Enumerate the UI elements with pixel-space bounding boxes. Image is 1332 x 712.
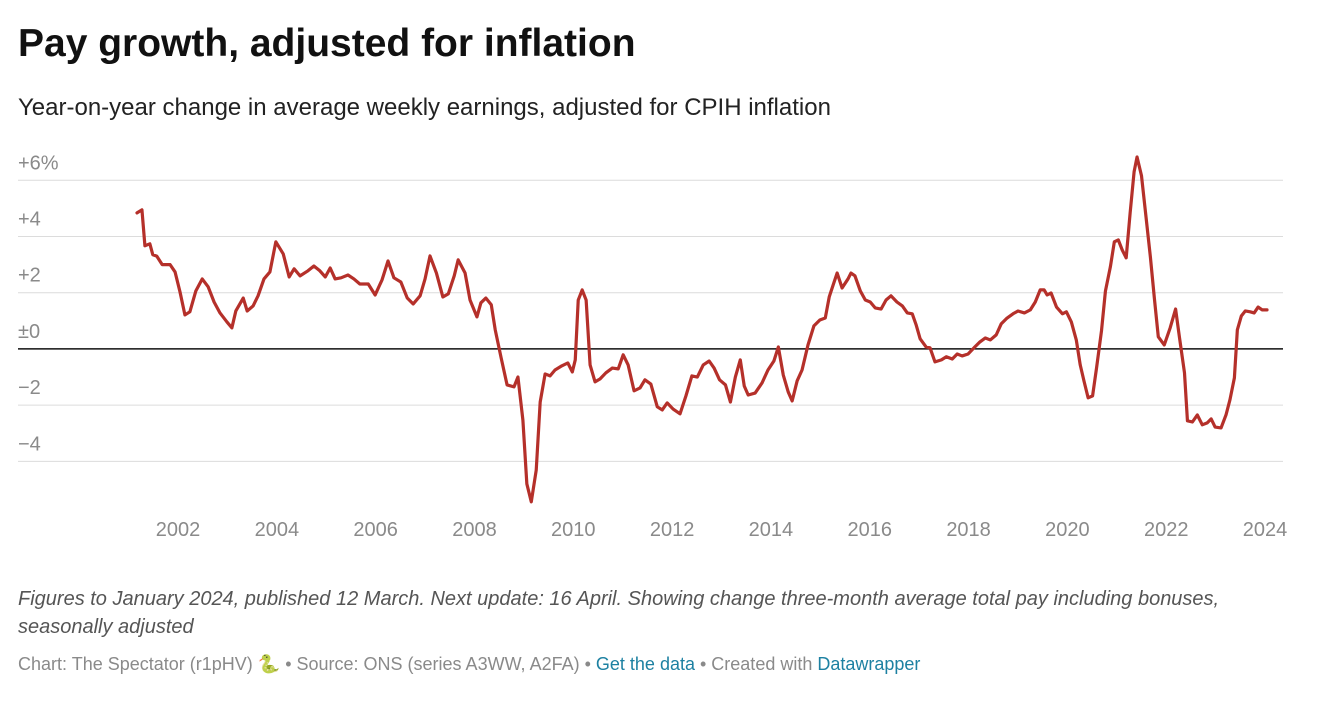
x-tick-label: 2008 (452, 519, 497, 541)
y-tick-label: +2 (18, 265, 41, 287)
x-tick-label: 2010 (551, 519, 596, 541)
y-tick-label: +6% (18, 152, 59, 174)
separator: • (699, 654, 707, 674)
y-tick-label: −2 (18, 377, 41, 399)
x-tick-label: 2020 (1045, 519, 1090, 541)
y-tick-label: +4 (18, 209, 41, 231)
y-tick-label: ±0 (18, 321, 40, 343)
x-tick-label: 2012 (650, 519, 695, 541)
x-tick-label: 2004 (255, 519, 300, 541)
chart: +6% +4 +2 ±0 −2 −4 2002 2004 2006 2008 2010 2012 201… (18, 152, 1288, 541)
chart-subtitle: Year-on-year change in average weekly ea… (18, 94, 831, 121)
datawrapper-link[interactable]: Datawrapper (817, 654, 921, 674)
chart-notes: Figures to January 2024, published 12 Ma… (18, 588, 1220, 638)
x-tick-label: 2024 (1243, 519, 1288, 541)
data-line (135, 155, 1269, 504)
chart-title: Pay growth, adjusted for inflation (18, 22, 636, 65)
get-data-link[interactable]: Get the data (595, 654, 695, 674)
chart-credit: Chart: The Spectator (r1pHV) 🐍 (18, 654, 281, 674)
created-with: Created with (711, 654, 813, 674)
x-tick-label: 2006 (353, 519, 398, 541)
x-tick-label: 2016 (847, 519, 892, 541)
x-tick-label: 2018 (946, 519, 991, 541)
data-source: Source: ONS (series A3WW, A2FA) (296, 654, 580, 674)
x-tick-label: 2014 (749, 519, 794, 541)
x-tick-label: 2022 (1144, 519, 1189, 541)
y-tick-label: −4 (18, 433, 41, 455)
separator: • (584, 654, 591, 674)
separator: • (285, 654, 292, 674)
source-line: Chart: The Spectator (r1pHV) 🐍 • Source: O… (18, 654, 920, 675)
x-tick-label: 2002 (156, 519, 201, 541)
